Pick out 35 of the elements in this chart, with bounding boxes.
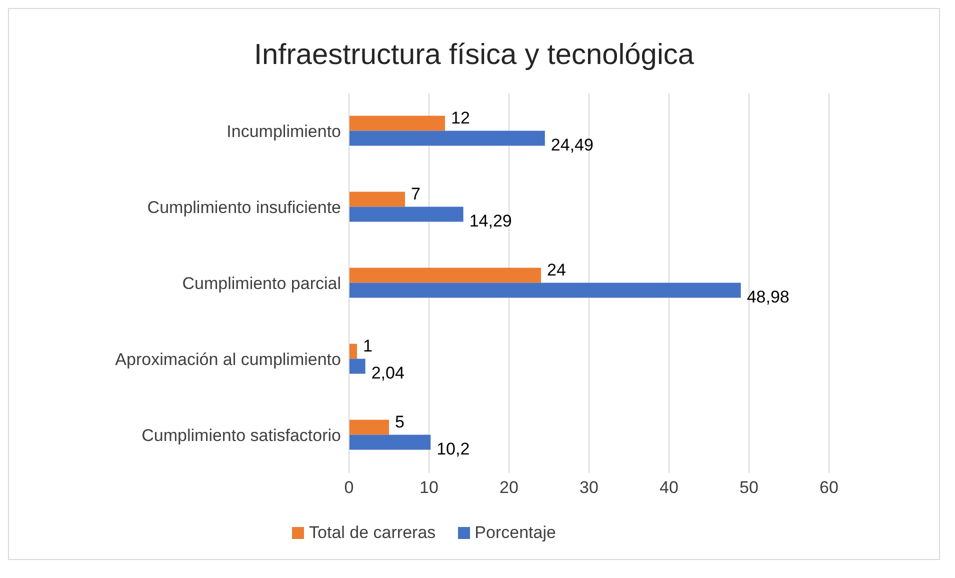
data-label: 7 — [411, 184, 420, 204]
x-tick-label: 50 — [740, 478, 758, 498]
legend-label: Total de carreras — [309, 523, 436, 543]
bar — [349, 282, 741, 298]
bar — [349, 344, 357, 359]
y-tick-label: Incumplimiento — [226, 122, 341, 142]
legend-label: Porcentaje — [474, 523, 556, 543]
x-tick-label: 40 — [660, 478, 678, 498]
y-tick-label: Aproximación al cumplimiento — [115, 350, 341, 370]
x-tick-label: 60 — [820, 478, 838, 498]
x-tick-label: 30 — [580, 478, 598, 498]
y-tick-label: Cumplimiento parcial — [182, 274, 341, 294]
bar — [349, 358, 366, 374]
data-label: 1 — [363, 336, 372, 356]
data-label: 24,49 — [550, 135, 594, 154]
bar — [349, 434, 431, 450]
bar — [349, 206, 464, 222]
data-label: 10,2 — [436, 439, 470, 458]
x-tick-label: 0 — [344, 478, 354, 498]
data-label: 24 — [547, 260, 566, 280]
data-label: 12 — [451, 108, 470, 128]
y-tick-label: Cumplimiento satisfactorio — [142, 426, 341, 446]
x-tick-label: 10 — [420, 478, 438, 498]
bar — [349, 116, 445, 131]
data-label: 48,98 — [746, 287, 790, 306]
bar — [349, 268, 541, 283]
data-label: 2,04 — [371, 363, 404, 382]
bar — [349, 130, 545, 146]
x-tick-label: 20 — [500, 478, 518, 498]
bar — [349, 420, 389, 435]
data-label: 14,29 — [469, 211, 512, 230]
bar — [349, 192, 405, 207]
y-tick-label: Cumplimiento insuficiente — [147, 198, 341, 218]
data-label: 5 — [395, 412, 404, 432]
chart-title: Infraestructura física y tecnológica — [252, 39, 696, 73]
